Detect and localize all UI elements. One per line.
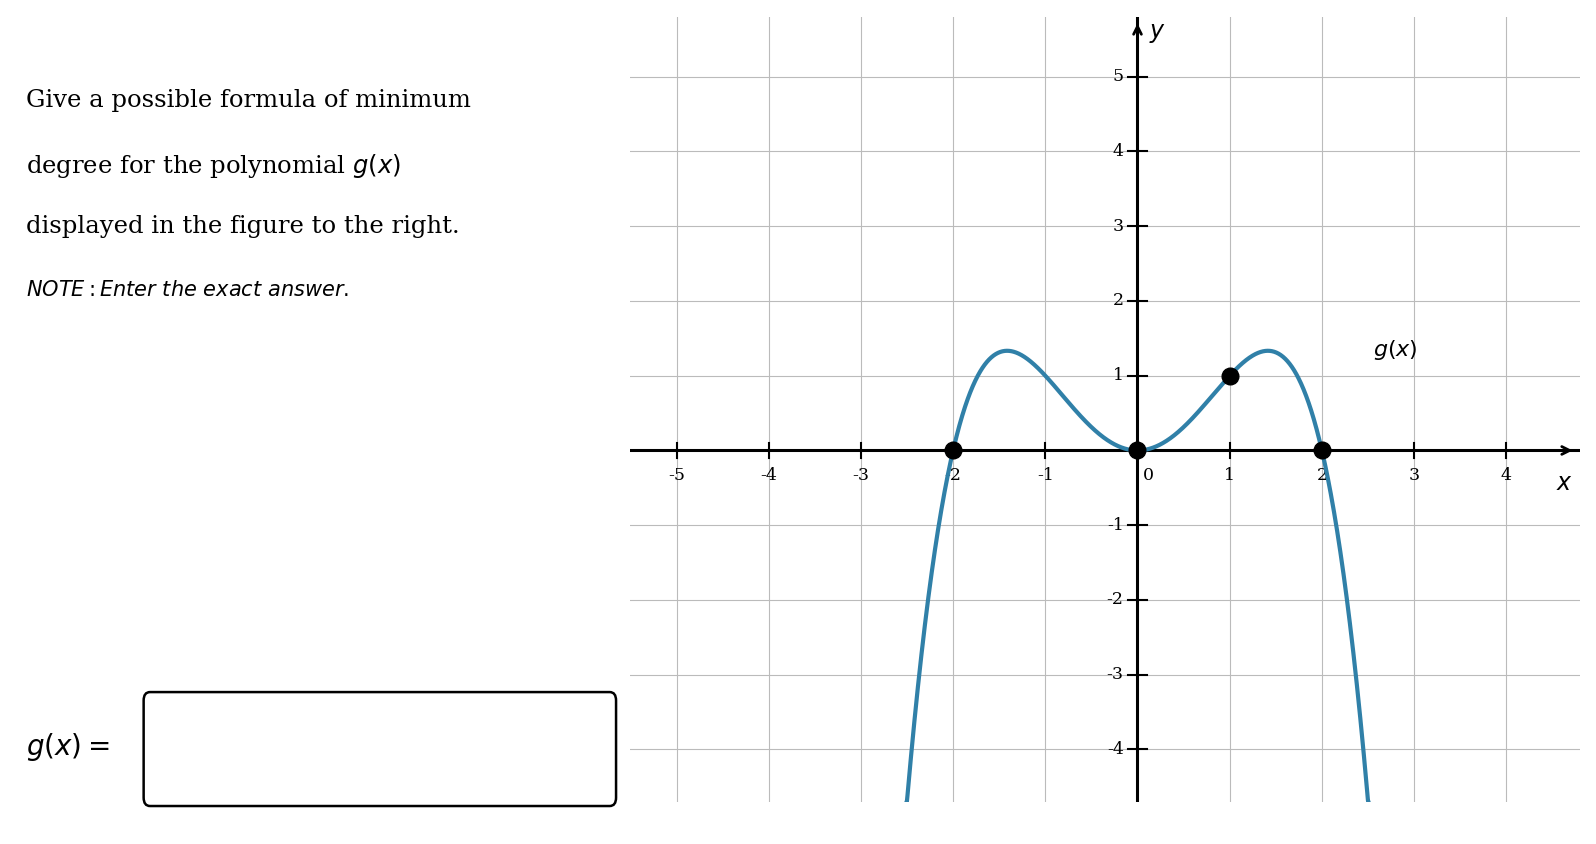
Text: displayed in the figure to the right.: displayed in the figure to the right.	[26, 215, 460, 238]
Text: 3: 3	[1409, 467, 1420, 484]
Text: 1: 1	[1224, 467, 1235, 484]
Text: 2: 2	[1317, 467, 1328, 484]
Text: -2: -2	[1106, 592, 1124, 609]
Text: 2: 2	[1112, 293, 1124, 310]
Text: -4: -4	[1106, 741, 1124, 758]
Text: 5: 5	[1112, 68, 1124, 85]
Text: degree for the polynomial $g(x)$: degree for the polynomial $g(x)$	[26, 152, 401, 180]
FancyBboxPatch shape	[144, 692, 616, 806]
Text: -3: -3	[1106, 666, 1124, 683]
Text: $g(x) =$: $g(x) =$	[26, 731, 109, 763]
Text: -2: -2	[945, 467, 962, 484]
Text: $x$: $x$	[1556, 472, 1572, 495]
Text: $y$: $y$	[1149, 20, 1167, 45]
Text: 1: 1	[1112, 367, 1124, 384]
Text: 4: 4	[1112, 143, 1124, 160]
Text: $\it{NOTE: Enter\ the\ exact\ answer.}$: $\it{NOTE: Enter\ the\ exact\ answer.}$	[26, 280, 350, 300]
Text: -3: -3	[852, 467, 870, 484]
Text: $g(x)$: $g(x)$	[1373, 338, 1417, 361]
Text: Give a possible formula of minimum: Give a possible formula of minimum	[26, 89, 471, 111]
Text: -1: -1	[1106, 517, 1124, 533]
Text: -5: -5	[669, 467, 685, 484]
Text: -1: -1	[1037, 467, 1053, 484]
Text: -4: -4	[760, 467, 777, 484]
Text: 4: 4	[1500, 467, 1511, 484]
Text: 3: 3	[1112, 218, 1124, 235]
Text: 0: 0	[1143, 467, 1154, 484]
